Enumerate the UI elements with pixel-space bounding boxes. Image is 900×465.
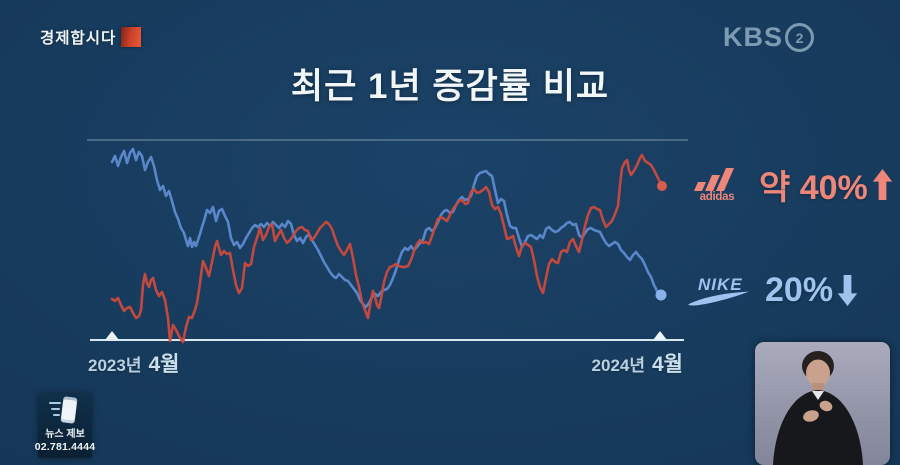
adidas-stripes-icon — [694, 167, 734, 191]
nike-wordmark: NIKE — [698, 275, 743, 294]
axis-marker-start-icon — [105, 331, 119, 340]
news-tip-box: 뉴스 제보 02.781.4444 — [35, 393, 95, 458]
page-title: 최근 1년 증감률 비교 — [290, 67, 610, 106]
program-badge-label: 경제합시다 — [40, 30, 117, 47]
phone-icon — [49, 395, 81, 427]
nike-end-dot — [655, 289, 667, 301]
adidas-logo: adidas — [688, 167, 746, 203]
x-start-month: 4월 — [148, 353, 180, 376]
channel-number-icon: 2 — [785, 23, 814, 52]
nike-legend-row: NIKE 20% — [686, 271, 858, 310]
channel-logo: KBS 2 — [723, 22, 814, 53]
axis-marker-end-icon — [653, 331, 667, 340]
channel-number: 2 — [795, 29, 804, 46]
interpreter-figure — [773, 351, 863, 465]
x-axis-label-end: 2024년 4월 — [592, 348, 683, 378]
nike-swoosh-icon — [688, 291, 749, 306]
program-badge-square-icon — [121, 27, 142, 47]
news-tip-label: 뉴스 제보 — [45, 428, 85, 440]
news-tip-phone: 02.781.4444 — [34, 441, 96, 454]
x-axis-label-start: 2023년 4월 — [88, 348, 179, 378]
adidas-change-label: 약 40% — [759, 160, 893, 209]
adidas-series-line — [110, 153, 667, 344]
nike-change-label: 20% — [765, 271, 858, 310]
up-arrow-icon — [872, 169, 892, 200]
channel-logo-text: KBS — [722, 22, 783, 52]
sign-language-interpreter-box — [755, 342, 890, 465]
x-end-year: 2024년 — [591, 356, 645, 375]
down-arrow-icon — [837, 275, 858, 306]
nike-logo: NIKE — [686, 275, 750, 306]
adidas-wordmark: adidas — [699, 190, 735, 203]
x-end-month: 4월 — [652, 353, 683, 376]
program-badge: 경제합시다 — [40, 26, 142, 48]
x-start-year: 2023년 — [88, 356, 142, 375]
adidas-legend-row: adidas 약 40% — [688, 160, 893, 209]
adidas-end-dot — [657, 181, 667, 191]
